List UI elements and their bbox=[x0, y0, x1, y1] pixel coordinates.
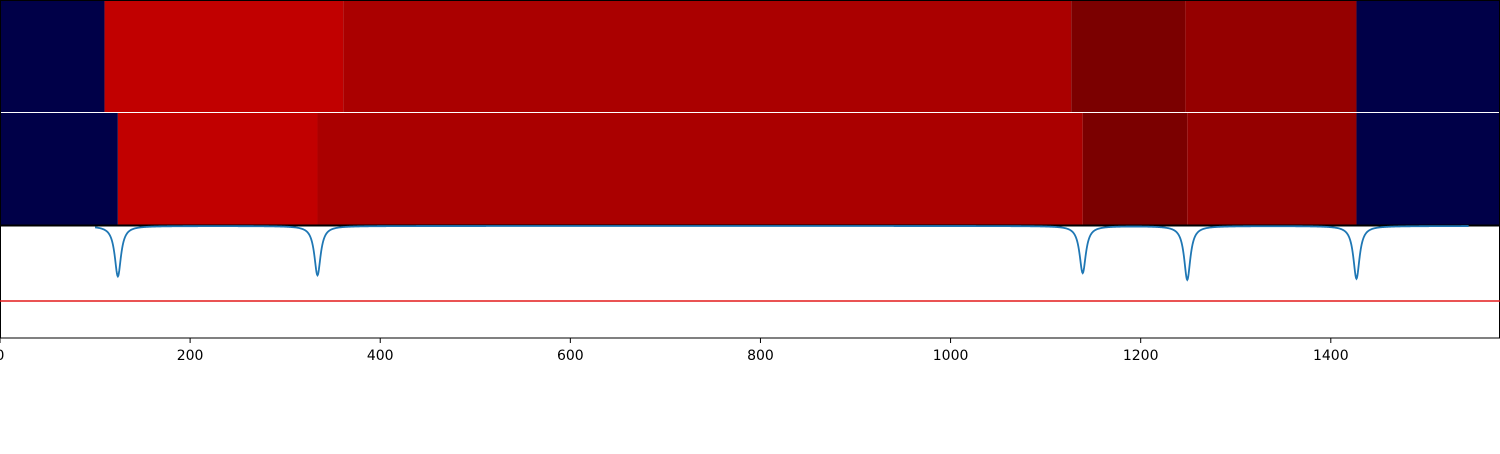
x-tick-label-4: 800 bbox=[747, 348, 774, 364]
x-axis: 0 200 400 600 800 1000 1200 1400 bbox=[0, 338, 1349, 364]
x-tick-label-3: 600 bbox=[557, 348, 584, 364]
signal-panel bbox=[0, 226, 1500, 338]
x-tick-label-5: 1000 bbox=[933, 348, 969, 364]
x-tick-label-0: 0 bbox=[0, 348, 4, 364]
signal-frame bbox=[1, 226, 1500, 338]
x-tick-label-6: 1200 bbox=[1123, 348, 1159, 364]
x-tick-label-2: 400 bbox=[367, 348, 394, 364]
row-1-segment-6 bbox=[1356, 0, 1500, 112]
row-1-segment-2 bbox=[105, 0, 344, 112]
row-1-segment-3 bbox=[343, 0, 1071, 112]
row-2-segment-4 bbox=[1083, 113, 1188, 225]
row-2-segment-5 bbox=[1187, 113, 1356, 225]
row-1-segment-4 bbox=[1071, 0, 1185, 112]
row-1-segment-5 bbox=[1185, 0, 1356, 112]
row-2-segment-3 bbox=[317, 113, 1082, 225]
row-2-segment-2 bbox=[118, 113, 318, 225]
row-2-segment-1 bbox=[0, 113, 118, 225]
heatmap-row-1 bbox=[0, 0, 1500, 112]
row-2-segment-6 bbox=[1356, 113, 1500, 225]
x-tick-label-1: 200 bbox=[177, 348, 204, 364]
heatmap-row-2 bbox=[0, 113, 1500, 225]
x-tick-label-7: 1400 bbox=[1313, 348, 1349, 364]
row-1-segment-1 bbox=[0, 0, 105, 112]
heatmap-rows bbox=[0, 0, 1500, 225]
